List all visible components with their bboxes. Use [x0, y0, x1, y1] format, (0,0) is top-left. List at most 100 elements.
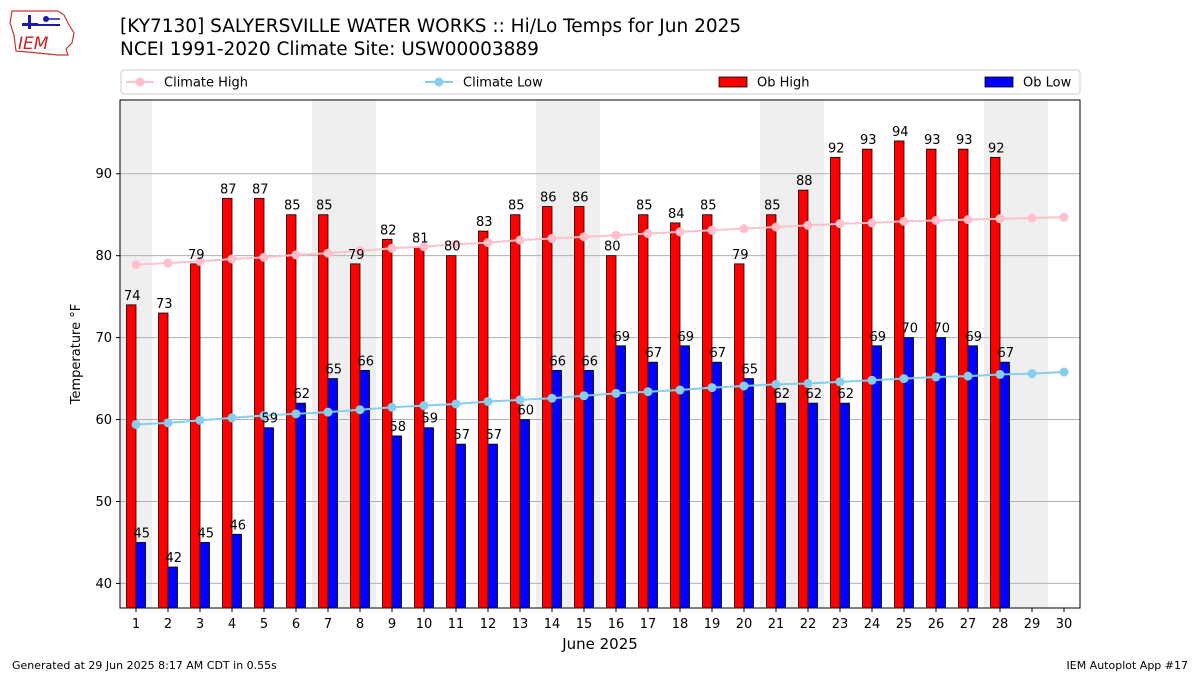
- ob-high-bar-day-20: [734, 263, 745, 609]
- climate-high-point-day-4: [227, 254, 237, 264]
- climate-low-point-day-3: [195, 415, 205, 425]
- climate-high-point-day-8: [355, 246, 365, 256]
- ob-high-label-day-28: 92: [988, 141, 1005, 156]
- ob-high-bar-day-3: [190, 263, 201, 609]
- ob-low-label-day-21: 62: [773, 387, 790, 402]
- climate-high-point-day-19: [707, 225, 717, 235]
- ob-low-bar-day-21: [775, 402, 786, 609]
- climate-high-point-day-29: [1027, 213, 1037, 223]
- x-tick-label-6: 6: [292, 617, 300, 632]
- climate-high-line: [135, 216, 1065, 266]
- climate-low-line: [135, 371, 1065, 426]
- ob-low-bar-day-28: [999, 361, 1010, 609]
- climate-high-point-day-24: [867, 218, 877, 228]
- legend-climate-high-marker: [135, 77, 145, 87]
- ob-high-label-day-19: 85: [700, 199, 717, 214]
- ob-high-label-day-26: 93: [924, 133, 941, 148]
- climate-high-point-day-18: [675, 227, 685, 237]
- climate-low-point-day-8: [355, 405, 365, 415]
- ob-low-bar-day-14: [551, 369, 562, 609]
- ob-high-label-day-4: 87: [220, 182, 237, 197]
- y-tick-label-80: 80: [95, 249, 112, 264]
- climate-high-point-day-1: [131, 260, 141, 270]
- chart-title: [KY7130] SALYERSVILLE WATER WORKS :: Hi/…: [120, 16, 742, 37]
- ob-low-label-day-8: 66: [357, 354, 374, 369]
- x-tick-label-26: 26: [928, 617, 945, 632]
- ob-low-label-day-2: 42: [165, 551, 182, 566]
- climate-low-point-day-11: [451, 399, 461, 409]
- climate-high-point-day-23: [835, 219, 845, 229]
- climate-high-point-day-15: [579, 232, 589, 242]
- ob-low-label-day-22: 62: [805, 387, 822, 402]
- gridlines: [120, 173, 1080, 584]
- logo-text: IEM: [18, 34, 49, 54]
- ob-low-label-day-7: 65: [325, 363, 342, 378]
- climate-low-point-day-25: [899, 374, 909, 384]
- climate-low-point-day-9: [387, 402, 397, 412]
- climate-high-point-day-30: [1059, 212, 1069, 222]
- ob-low-label-day-16: 69: [613, 330, 630, 345]
- climate-low-point-day-16: [611, 388, 621, 398]
- ob-low-bar-day-15: [583, 369, 594, 609]
- ob-high-label-day-8: 79: [348, 248, 365, 263]
- x-tick-label-20: 20: [736, 617, 753, 632]
- x-tick-label-5: 5: [260, 617, 268, 632]
- ob-high-label-day-24: 93: [860, 133, 877, 148]
- x-tick-label-17: 17: [640, 617, 657, 632]
- x-tick-label-23: 23: [832, 617, 849, 632]
- ob-high-bar-day-10: [414, 247, 425, 609]
- climate-high-point-day-28: [995, 214, 1005, 224]
- x-tick-label-25: 25: [896, 617, 913, 632]
- y-tick-label-90: 90: [95, 167, 112, 182]
- ob-high-bar-day-21: [766, 214, 777, 609]
- ob-low-label-day-15: 66: [581, 354, 598, 369]
- ob-low-label-day-18: 69: [677, 330, 694, 345]
- ob-low-label-day-11: 57: [453, 428, 470, 443]
- climate-low-point-day-23: [835, 377, 845, 387]
- climate-low-point-day-24: [867, 375, 877, 385]
- x-tick-label-18: 18: [672, 617, 689, 632]
- legend-ob-low-swatch: [984, 76, 1014, 88]
- legend-climate-high-label: Climate High: [164, 76, 248, 91]
- ob-low-label-day-17: 67: [645, 346, 662, 361]
- ob-low-label-day-25: 70: [901, 322, 918, 337]
- plot-frame: [119, 99, 1081, 609]
- climate-low-point-day-30: [1059, 367, 1069, 377]
- legend-ob-high-swatch: [718, 76, 748, 88]
- ob-low-label-day-10: 59: [421, 412, 438, 427]
- ob-low-label-day-27: 69: [965, 330, 982, 345]
- y-axis-label: Temperature °F: [69, 304, 84, 405]
- climate-high-point-day-26: [931, 215, 941, 225]
- x-tick-label-22: 22: [800, 617, 817, 632]
- ob-low-bar-day-27: [967, 345, 978, 609]
- ob-high-label-day-15: 86: [572, 191, 589, 206]
- climate-low-point-day-2: [163, 418, 173, 428]
- ob-high-bar-day-8: [350, 263, 361, 609]
- ob-high-label-day-11: 80: [444, 240, 461, 255]
- ob-high-bar-day-28: [990, 156, 1001, 609]
- ob-high-label-day-7: 85: [316, 199, 333, 214]
- y-tick-label-50: 50: [95, 495, 112, 510]
- x-tick-label-16: 16: [608, 617, 625, 632]
- climate-low-point-day-4: [227, 413, 237, 423]
- x-tick-label-13: 13: [512, 617, 529, 632]
- ob-high-bar-day-1: [126, 304, 137, 609]
- ob-high-label-day-5: 87: [252, 182, 269, 197]
- ob-low-bar-day-20: [743, 378, 754, 609]
- x-tick-label-10: 10: [416, 617, 433, 632]
- ob-low-bar-day-24: [871, 345, 882, 609]
- ob-low-bar-day-23: [839, 402, 850, 609]
- ob-low-bar-day-18: [679, 345, 690, 609]
- ob-high-label-day-25: 94: [892, 125, 909, 140]
- climate-high-point-day-7: [323, 248, 333, 258]
- ob-high-label-day-10: 81: [412, 231, 429, 246]
- ob-low-label-day-28: 67: [997, 346, 1014, 361]
- data-labels: 74 73 79 87 87 85 85 79 82 81 80 83 85 86 86 80 85 84 85 79…: [124, 125, 1014, 566]
- x-axis-label: June 2025: [561, 635, 638, 653]
- climate-low-point-day-29: [1027, 369, 1037, 379]
- ob-low-label-day-4: 46: [229, 518, 246, 533]
- climate-low-point-day-19: [707, 383, 717, 393]
- y-tick-label-70: 70: [95, 331, 112, 346]
- climate-high-point-day-21: [771, 222, 781, 232]
